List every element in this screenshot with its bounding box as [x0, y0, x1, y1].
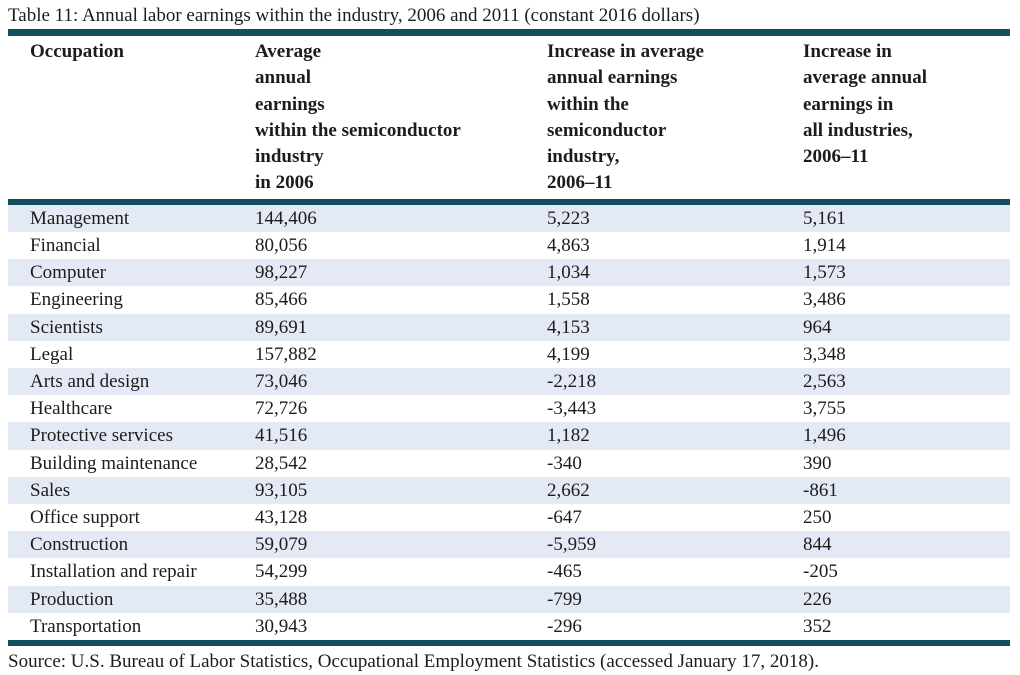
- table-row: Computer 98,227 1,034 1,573: [8, 259, 1010, 287]
- value-cell: 43,128: [255, 507, 308, 529]
- footer-divider: [8, 640, 1010, 647]
- table-row: Transportation 30,943 -296 352: [8, 613, 1010, 640]
- table-row: Healthcare 72,726 -3,443 3,755: [8, 395, 1010, 422]
- value-cell: 1,034: [547, 262, 590, 284]
- table-row: Office support 43,128 -647 250: [8, 504, 1010, 531]
- value-cell: 5,161: [803, 207, 846, 229]
- occupation-cell: Sales: [30, 479, 71, 501]
- value-cell: 89,691: [255, 316, 308, 338]
- value-cell: 226: [803, 588, 832, 610]
- value-cell: -647: [547, 507, 582, 529]
- occupation-cell: Financial: [30, 234, 101, 256]
- value-cell: 1,496: [803, 425, 846, 447]
- value-cell: 80,056: [255, 234, 308, 256]
- table-row: Installation and repair 54,299 -465 -205: [8, 558, 1010, 585]
- value-cell: 3,755: [803, 398, 846, 420]
- table-row: Engineering 85,466 1,558 3,486: [8, 286, 1010, 313]
- value-cell: 157,882: [255, 343, 317, 365]
- table-row: Financial 80,056 4,863 1,914: [8, 232, 1010, 259]
- value-cell: 1,573: [803, 262, 846, 284]
- table-row: Scientists 89,691 4,153 964: [8, 313, 1010, 341]
- occupation-cell: Protective services: [30, 425, 173, 447]
- value-cell: 28,542: [255, 452, 308, 474]
- occupation-cell: Production: [30, 588, 114, 610]
- occupation-cell: Installation and repair: [30, 561, 197, 583]
- value-cell: 41,516: [255, 425, 308, 447]
- value-cell: -5,959: [547, 534, 597, 556]
- occupation-cell: Legal: [30, 343, 74, 365]
- value-cell: -205: [803, 561, 838, 583]
- occupation-cell: Management: [30, 207, 130, 229]
- value-cell: 2,563: [803, 371, 846, 392]
- header-row: Occupation Average annual earnings withi…: [8, 36, 1010, 205]
- table-row: Production 35,488 -799 226: [8, 585, 1010, 613]
- value-cell: 1,914: [803, 234, 846, 256]
- value-cell: 59,079: [255, 534, 308, 556]
- value-cell: 144,406: [255, 207, 317, 229]
- value-cell: 4,199: [547, 343, 590, 365]
- occupation-cell: Construction: [30, 534, 129, 556]
- occupation-cell: Engineering: [30, 289, 123, 311]
- value-cell: -861: [803, 479, 838, 501]
- value-cell: -2,218: [547, 371, 597, 392]
- value-cell: 352: [803, 615, 832, 637]
- value-cell: 964: [803, 316, 832, 338]
- value-cell: 844: [803, 534, 832, 556]
- table-row: Sales 93,105 2,662 -861: [8, 476, 1010, 505]
- value-cell: -3,443: [547, 398, 597, 420]
- value-cell: 1,558: [547, 289, 590, 311]
- occupation-cell: Arts and design: [30, 371, 150, 392]
- col-header-avg-earnings-2006: Average annual earnings within the semic…: [255, 36, 547, 205]
- value-cell: 54,299: [255, 561, 308, 583]
- value-cell: 5,223: [547, 207, 590, 229]
- value-cell: -340: [547, 452, 582, 474]
- value-cell: 98,227: [255, 262, 308, 284]
- value-cell: 390: [803, 452, 832, 474]
- value-cell: 4,153: [547, 316, 590, 338]
- value-cell: 85,466: [255, 289, 308, 311]
- occupation-cell: Scientists: [30, 316, 103, 338]
- value-cell: 35,488: [255, 588, 308, 610]
- occupation-cell: Computer: [30, 262, 106, 284]
- table-row: Construction 59,079 -5,959 844: [8, 531, 1010, 559]
- table-header: Occupation Average annual earnings withi…: [8, 36, 1010, 205]
- value-cell: 93,105: [255, 479, 308, 501]
- value-cell: 3,348: [803, 343, 846, 365]
- table-row: Arts and design 73,046 -2,218 2,563: [8, 368, 1010, 396]
- table-row: Building maintenance 28,542 -340 390: [8, 450, 1010, 477]
- value-cell: -799: [547, 588, 582, 610]
- occupation-cell: Office support: [30, 507, 140, 529]
- value-cell: 73,046: [255, 371, 308, 392]
- value-cell: -465: [547, 561, 582, 583]
- value-cell: 1,182: [547, 425, 590, 447]
- value-cell: 250: [803, 507, 832, 529]
- occupation-cell: Building maintenance: [30, 452, 198, 474]
- earnings-table: Occupation Average annual earnings withi…: [8, 36, 1010, 640]
- table-row: Protective services 41,516 1,182 1,496: [8, 422, 1010, 450]
- source-note: Source: U.S. Bureau of Labor Statistics,…: [8, 651, 820, 673]
- table-caption: Table 11: Annual labor earnings within t…: [8, 5, 700, 26]
- col-header-increase-semiconductor: Increase in average annual earnings with…: [547, 36, 803, 205]
- col-header-occupation: Occupation: [8, 36, 255, 205]
- value-cell: 3,486: [803, 289, 846, 311]
- value-cell: 2,662: [547, 479, 590, 501]
- col-header-increase-all-industries: Increase in average annual earnings in a…: [803, 36, 1010, 205]
- table-row: Legal 157,882 4,199 3,348: [8, 341, 1010, 368]
- value-cell: 72,726: [255, 398, 308, 420]
- table-row: Management 144,406 5,223 5,161: [8, 201, 1010, 232]
- occupation-cell: Transportation: [30, 615, 142, 637]
- table-body: Management 144,406 5,223 5,161 Financial…: [8, 201, 1010, 640]
- occupation-cell: Healthcare: [30, 398, 113, 420]
- value-cell: 30,943: [255, 615, 308, 637]
- caption-divider: [8, 29, 1010, 36]
- value-cell: 4,863: [547, 234, 590, 256]
- value-cell: -296: [547, 615, 582, 637]
